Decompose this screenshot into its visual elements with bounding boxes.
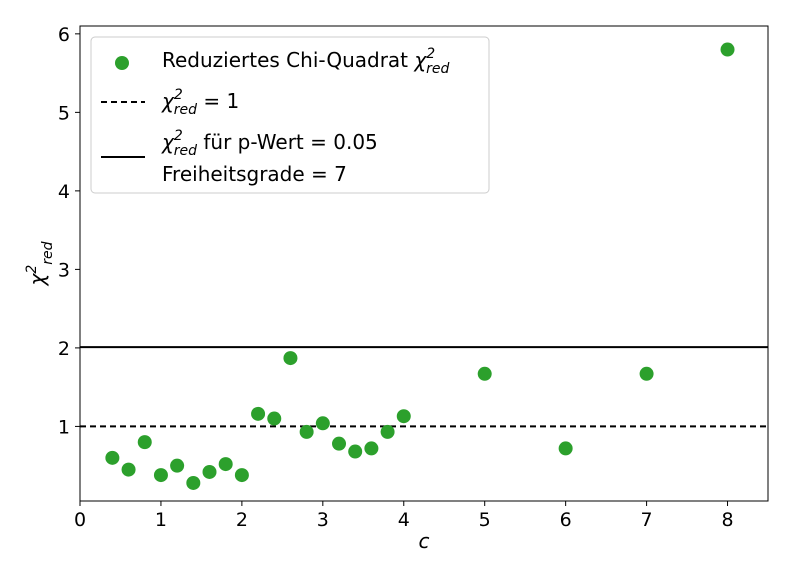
legend-entry-scatter-symbol: χ	[413, 48, 427, 72]
data-point	[153, 468, 168, 483]
legend-entry-dashed-symbol: χ	[161, 89, 175, 113]
plot-marks	[80, 42, 768, 490]
legend-entry-solid-line2: Freiheitsgrade = 7	[162, 162, 347, 186]
legend-entry-scatter: Reduziertes Chi-Quadrat χ2 red	[162, 46, 450, 77]
data-point	[639, 366, 654, 381]
legend-entry-solid-sup: 2	[174, 128, 183, 144]
data-point	[121, 462, 136, 477]
data-point	[267, 411, 282, 426]
data-point	[396, 409, 411, 424]
y-axis-label-symbol: χ	[25, 273, 49, 287]
legend: Reduziertes Chi-Quadrat χ2 red χ2 red = 1 …	[90, 36, 490, 194]
data-point	[332, 436, 347, 451]
y-tick-label: 6	[58, 24, 70, 46]
data-point	[720, 42, 735, 57]
data-point	[380, 424, 395, 439]
data-point	[299, 424, 314, 439]
data-point	[315, 416, 330, 431]
data-point	[251, 406, 266, 421]
data-point	[283, 351, 298, 366]
data-point	[364, 441, 379, 456]
data-point	[170, 458, 185, 473]
x-tick-label: 1	[155, 509, 167, 531]
x-tick-label: 3	[317, 509, 329, 531]
x-tick-label: 0	[74, 509, 86, 531]
legend-entry-dashed: χ2 red = 1	[161, 87, 239, 118]
y-tick-label: 1	[58, 416, 70, 438]
legend-entry-solid-symbol: χ	[161, 130, 175, 154]
x-tick-label: 6	[560, 509, 572, 531]
data-point	[477, 366, 492, 381]
x-tick-label: 4	[398, 509, 410, 531]
data-point	[348, 444, 363, 459]
y-axis-ticks: 1 2 3 4 5 6	[58, 24, 80, 438]
legend-box	[90, 36, 490, 194]
legend-entry-scatter-name: Reduziertes Chi-Quadrat	[162, 48, 408, 72]
legend-entry-solid-rest: für p-Wert = 0.05	[197, 130, 378, 154]
x-tick-label: 5	[479, 509, 491, 531]
plot-frame	[79, 25, 769, 502]
legend-entry-dashed-sup: 2	[174, 87, 183, 103]
data-point	[137, 435, 152, 450]
legend-entry-dashed-sub: red	[174, 102, 197, 118]
x-tick-label: 2	[236, 509, 248, 531]
legend-entry-dashed-rest: = 1	[197, 89, 239, 113]
data-point	[105, 450, 120, 465]
x-axis-ticks: 0 1 2 3 4 5 6 7 8	[74, 501, 734, 531]
y-axis-label-sup: 2	[24, 265, 40, 274]
legend-entry-scatter-sup: 2	[426, 46, 435, 62]
x-tick-label: 7	[641, 509, 653, 531]
data-point	[186, 475, 201, 490]
y-tick-label: 2	[58, 338, 70, 360]
data-point	[234, 468, 249, 483]
data-point	[202, 464, 217, 479]
y-axis-label-sub: red	[40, 241, 56, 264]
svg-text:χ2red: χ2red	[24, 241, 56, 286]
x-axis-label: c	[419, 529, 430, 553]
legend-entry-solid-sub: red	[174, 143, 197, 159]
y-axis-label: χ2red	[24, 241, 56, 286]
data-point	[558, 441, 573, 456]
x-tick-label: 8	[721, 509, 733, 531]
legend-entry-solid: χ2 red für p-Wert = 0.05	[161, 128, 378, 159]
y-tick-label: 5	[58, 102, 70, 124]
y-tick-label: 4	[58, 181, 70, 203]
legend-entry-scatter-sub: red	[426, 61, 449, 77]
y-tick-label: 3	[58, 259, 70, 281]
legend-marker-scatter	[115, 56, 129, 70]
data-point	[218, 457, 233, 472]
